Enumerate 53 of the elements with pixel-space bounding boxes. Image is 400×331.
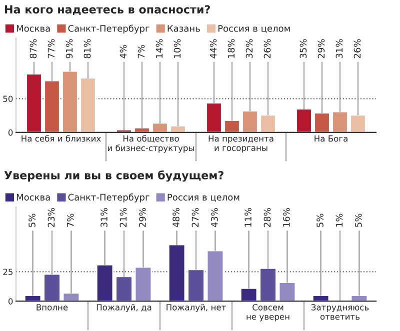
data-label: 29% [138, 208, 146, 227]
x-tick-label: Пожалуй, нет [166, 304, 226, 312]
y-tick-label: 0 [8, 129, 13, 136]
legend-label: Казань [168, 25, 200, 32]
data-label: 7% [138, 44, 145, 58]
data-label: 7% [66, 214, 74, 227]
data-label: 10% [174, 39, 181, 58]
data-label: 31% [100, 208, 108, 227]
data-label: 81% [84, 39, 91, 58]
legend-label: Москва [16, 194, 50, 201]
data-label: 4% [120, 44, 127, 58]
data-label: 32% [246, 39, 253, 58]
data-label: 29% [318, 39, 325, 58]
data-label: 48% [172, 208, 180, 228]
y-tick-label: 50 [3, 96, 13, 102]
x-tick-label: На себя и близких [22, 135, 101, 142]
data-label: 26% [354, 39, 361, 58]
x-tick-label: Пожалуй, да [96, 304, 152, 312]
data-label: 44% [210, 39, 217, 58]
data-label: 5% [316, 214, 324, 227]
data-label: 87% [30, 39, 37, 58]
data-label: 23% [48, 208, 55, 227]
data-label: 27% [192, 208, 199, 227]
data-label: 16% [282, 208, 290, 227]
data-label: 1% [336, 214, 343, 227]
y-tick-label: 25 [3, 268, 12, 276]
x-tick-label: На Бога [314, 135, 348, 142]
data-label: 18% [228, 39, 235, 58]
data-label: 77% [48, 39, 55, 58]
legend-label: Россия в целом [218, 25, 290, 33]
data-label: 91% [66, 39, 73, 58]
x-tick-label: Вполне [36, 304, 68, 310]
legend-label: Санкт-Петербург [68, 24, 150, 34]
data-label: 31% [336, 39, 343, 58]
x-tick-label: Совсем не уверен [246, 304, 290, 322]
data-label: 14% [156, 39, 163, 58]
data-label: 11% [244, 208, 252, 227]
data-label: 35% [300, 39, 307, 58]
chart-title: Уверены ли вы в своем будущем? [4, 170, 224, 182]
x-tick-label: На общество и бизнес-структуры [108, 135, 194, 153]
legend-label: Санкт-Петербург [68, 193, 150, 202]
data-label: 26% [264, 39, 271, 58]
data-label: 28% [264, 208, 271, 227]
legend-label: Россия в целом [168, 194, 240, 202]
data-label: 43% [210, 208, 218, 228]
data-label: 5% [28, 214, 36, 227]
chart-title: На кого надеетесь в опасности? [5, 5, 210, 15]
data-label: 5% [354, 214, 362, 227]
data-label: 21% [120, 208, 127, 227]
legend-label: Москва [16, 25, 50, 32]
y-tick-label: 0 [8, 298, 13, 304]
x-tick-label: На президента и госорганы [208, 135, 274, 153]
x-tick-label: Затрудняюсь ответить [311, 304, 369, 320]
